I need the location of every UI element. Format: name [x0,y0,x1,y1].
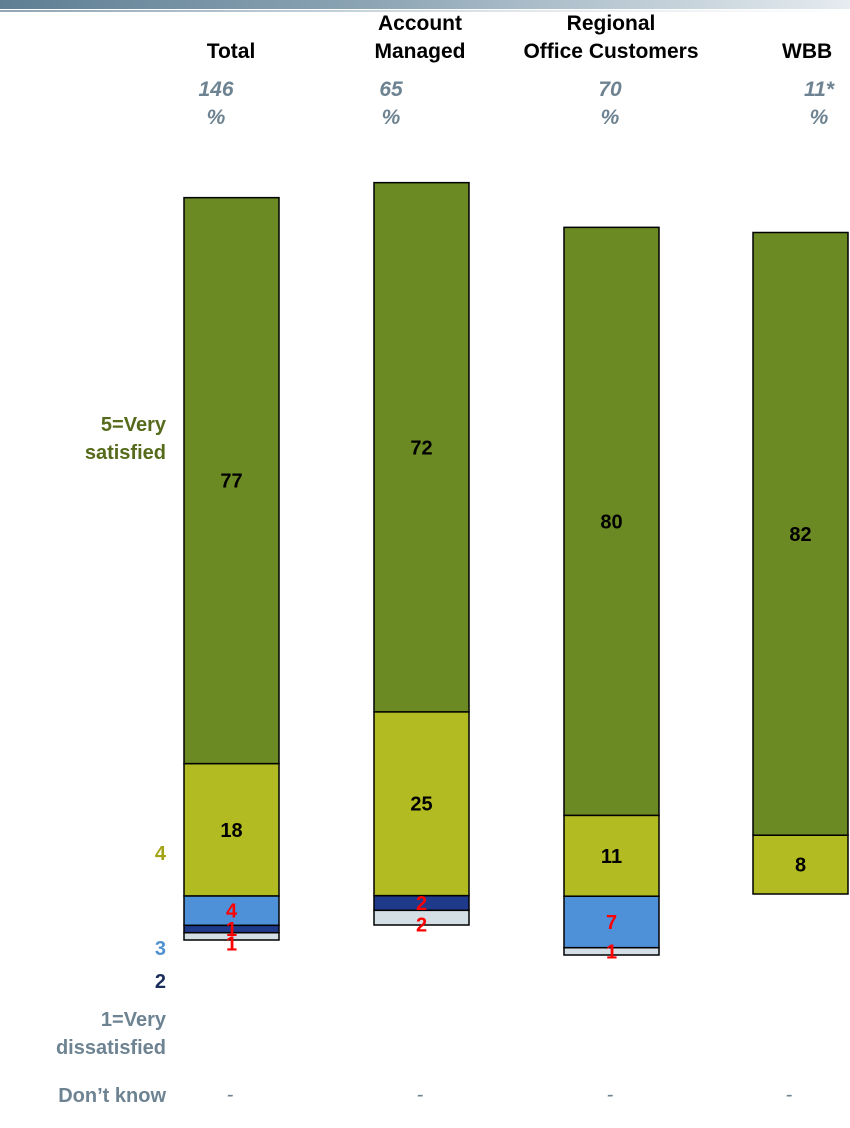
column-header-regional-office: Regional Office Customers [511,10,711,66]
column-header-wbb: WBB [720,10,850,66]
bar-data-label: 18 [220,820,242,842]
base-unit: % [381,106,401,129]
base-regional-office: 70 % [510,76,710,132]
bar-data-label: 2 [416,915,427,937]
dont-know-value-regional-office: - [606,1084,614,1106]
bar-data-label: 1 [226,919,237,941]
column-header-line2: Office Customers [523,40,699,63]
base-total: 146 % [116,76,316,132]
bar-data-label: 2 [416,893,427,915]
column-header-total: Total [131,10,331,66]
base-size: 70 [598,78,622,101]
column-header-line2: Managed [374,40,466,63]
base-unit: % [206,106,226,129]
column-header-line2: WBB [782,40,833,63]
bar-segment [563,814,660,897]
bar-segment [183,762,280,897]
bar-data-label: 77 [220,471,242,493]
base-unit: % [600,106,620,129]
category-label-very-dissatisfied: 1=Very dissatisfied [0,1006,166,1062]
bar-data-label: 4 [226,901,238,923]
top-decorative-rule-secondary [0,10,850,12]
category-label-very-satisfied: 5=Very satisfied [0,411,166,467]
category-label-dont-know: Don’t know [58,1085,166,1107]
bar-segment [752,834,849,895]
bar-segment [183,895,280,927]
bar-segment [563,226,660,817]
dont-know-value-wbb: - [785,1084,793,1106]
base-unit: % [809,106,829,129]
category-label-2: 2 [154,971,166,993]
category-line1: 1=Very [100,1009,166,1031]
base-size: 11* [804,78,834,101]
category-line1: 5=Very [100,414,166,436]
dont-know-value-total: - [226,1084,234,1106]
bar-segment [183,196,280,765]
category-line2: dissatisfied [55,1037,166,1059]
bar-data-label: 8 [795,855,806,877]
base-wbb: 11* % [719,76,850,132]
bar-data-label: 25 [410,794,432,816]
bar-data-label: 72 [410,437,432,459]
category-line2: satisfied [84,442,166,464]
bar-segment [752,231,849,836]
bar-segment [563,895,660,949]
column-header-line1: Regional [566,12,656,35]
base-size: 65 [379,78,403,101]
column-header-account-managed: Account Managed [320,10,520,66]
bar-data-label: 1 [606,941,617,963]
category-label-4: 4 [154,843,166,865]
bar-data-label: 7 [606,912,617,934]
category-label-3: 3 [154,938,166,960]
bar-data-label: 82 [789,524,811,546]
bar-data-label: 1 [226,933,237,955]
bar-segment [373,181,470,713]
base-size: 146 [198,78,234,101]
dont-know-value-account-managed: - [416,1084,424,1106]
bar-data-label: 80 [600,511,622,533]
bar-segment [373,711,470,897]
bar-data-label: 11 [601,846,622,868]
column-header-line1: Account [378,12,462,35]
top-decorative-rule [0,0,850,9]
base-account-managed: 65 % [291,76,491,132]
column-header-line2: Total [206,40,256,63]
